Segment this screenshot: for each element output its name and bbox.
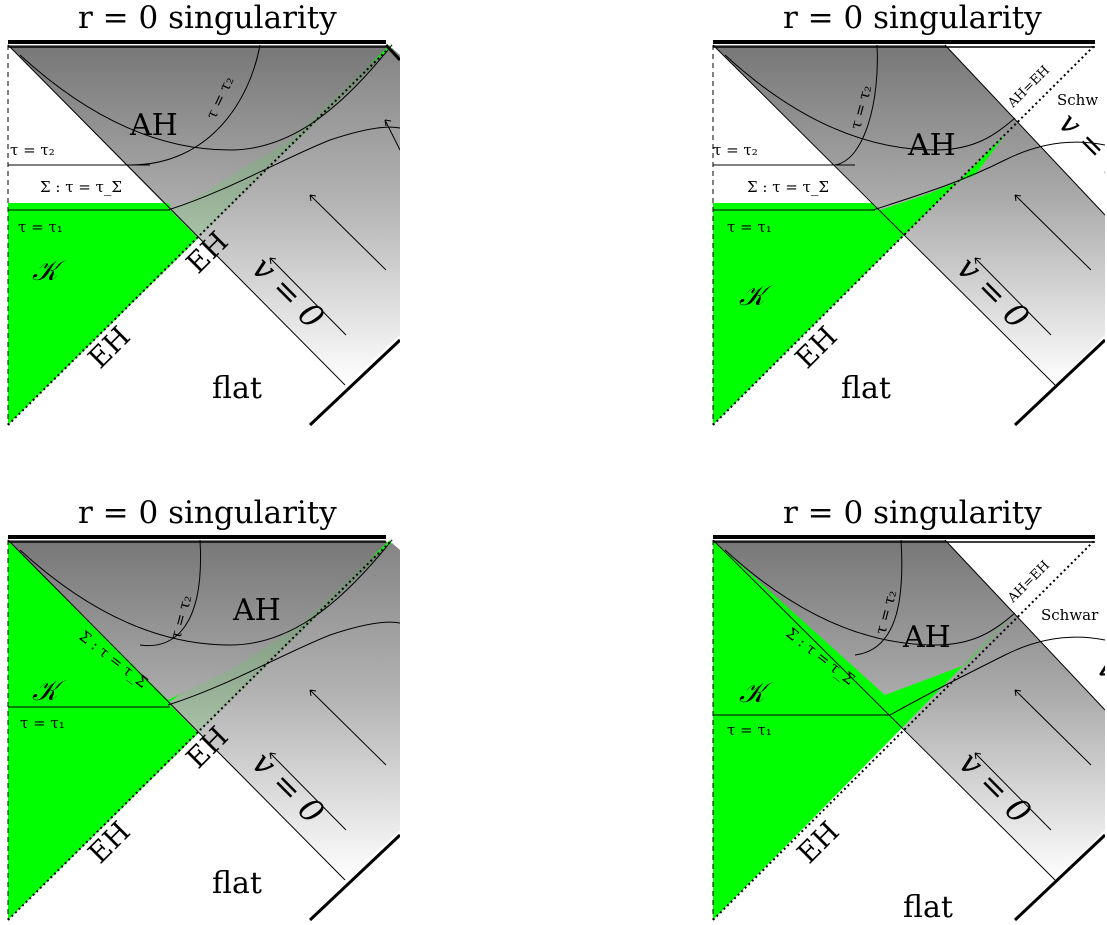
infall-arrows <box>269 689 387 831</box>
label-sigma: Σ : τ = τ_Σ <box>747 178 829 196</box>
ah-curve <box>19 44 393 151</box>
label-tau1: τ = τ₁ <box>20 714 65 732</box>
label-tau1: τ = τ₁ <box>727 218 772 236</box>
panel-title: r = 0 singularity <box>78 495 337 531</box>
sigma-curve <box>889 636 1105 716</box>
null-line-v0 <box>712 44 1056 386</box>
sigma-curve <box>167 126 400 211</box>
null-line-v1 <box>944 539 1105 711</box>
label-tau1: τ = τ₁ <box>18 218 63 236</box>
panel-2: AH τ = τ₂ τ = τ₂ Σ : τ = τ_Σ τ = τ₁ 𝒦 EH… <box>705 0 1105 430</box>
panel-title: r = 0 singularity <box>783 495 1042 531</box>
label-schw: Schwar <box>1041 606 1099 624</box>
white-left-region <box>8 45 168 210</box>
label-v1: v <box>1089 651 1105 688</box>
null-line-v0 <box>7 539 346 881</box>
label-flat: flat <box>841 371 891 406</box>
shell-band <box>168 48 400 385</box>
schw-region <box>945 45 1095 120</box>
null-line-v0 <box>712 539 1056 881</box>
panel-1: AH τ = τ₂ τ = τ₂ Σ : τ = τ_Σ τ = τ₁ 𝒦 EH… <box>0 0 400 430</box>
infall-arrows <box>974 689 1092 831</box>
label-schw: Schw <box>1057 91 1098 109</box>
penrose-diagram-1: AH τ = τ₂ τ = τ₂ Σ : τ = τ_Σ τ = τ₁ 𝒦 EH… <box>7 40 400 427</box>
label-ah: AH <box>902 620 951 655</box>
infall-arrows <box>974 194 1092 336</box>
trapped-region <box>713 540 1015 920</box>
event-horizon-line <box>7 539 393 921</box>
penrose-diagram-4: AH τ = τ₂ Σ : τ = τ_Σ τ = τ₁ 𝒦 EH v = 0 … <box>712 535 1105 925</box>
label-flat: flat <box>212 371 262 406</box>
shell-band <box>168 543 400 880</box>
event-horizon-line <box>7 44 393 426</box>
scri-boundary <box>1013 833 1105 922</box>
ah-curve <box>19 539 393 646</box>
panel-title: r = 0 singularity <box>783 0 1042 36</box>
null-line-v0 <box>7 44 346 386</box>
scri-top <box>384 43 400 62</box>
label-flat: flat <box>903 890 953 925</box>
label-tau2: τ = τ₂ <box>10 141 55 159</box>
panel-4: AH τ = τ₂ Σ : τ = τ_Σ τ = τ₁ 𝒦 EH v = 0 … <box>705 495 1105 925</box>
scri-boundary <box>308 338 400 427</box>
null-line-v1 <box>944 44 1105 216</box>
tau2-curve <box>139 539 202 647</box>
tau2-curve <box>129 44 261 166</box>
tau2-curve <box>854 539 903 656</box>
infall-arrows <box>269 119 400 336</box>
penrose-diagram-3: AH τ = τ₂ Σ : τ = τ_Σ τ = τ₁ 𝒦 EH EH v =… <box>7 535 400 922</box>
ah-curve <box>724 549 1016 646</box>
tau2-curve <box>834 44 878 166</box>
ah-curve <box>724 54 1016 151</box>
panel-title: r = 0 singularity <box>78 0 337 36</box>
penrose-diagram-2: AH τ = τ₂ τ = τ₂ Σ : τ = τ_Σ τ = τ₁ 𝒦 EH… <box>712 40 1105 427</box>
schw-region <box>945 540 1095 615</box>
label-tau1: τ = τ₁ <box>727 721 772 739</box>
sigma-curve <box>872 141 1105 211</box>
label-ah: AH <box>129 108 178 143</box>
label-ah: AH <box>232 593 281 628</box>
label-tau2: τ = τ₂ <box>713 141 758 159</box>
label-sigma: Σ : τ = τ_Σ <box>40 178 122 196</box>
scri-boundary <box>308 833 400 922</box>
panel-3: AH τ = τ₂ Σ : τ = τ_Σ τ = τ₁ 𝒦 EH EH v =… <box>0 495 400 925</box>
label-ah: AH <box>907 128 956 163</box>
sigma-curve <box>167 621 400 706</box>
label-flat: flat <box>212 866 262 901</box>
scri-boundary <box>1013 338 1105 427</box>
